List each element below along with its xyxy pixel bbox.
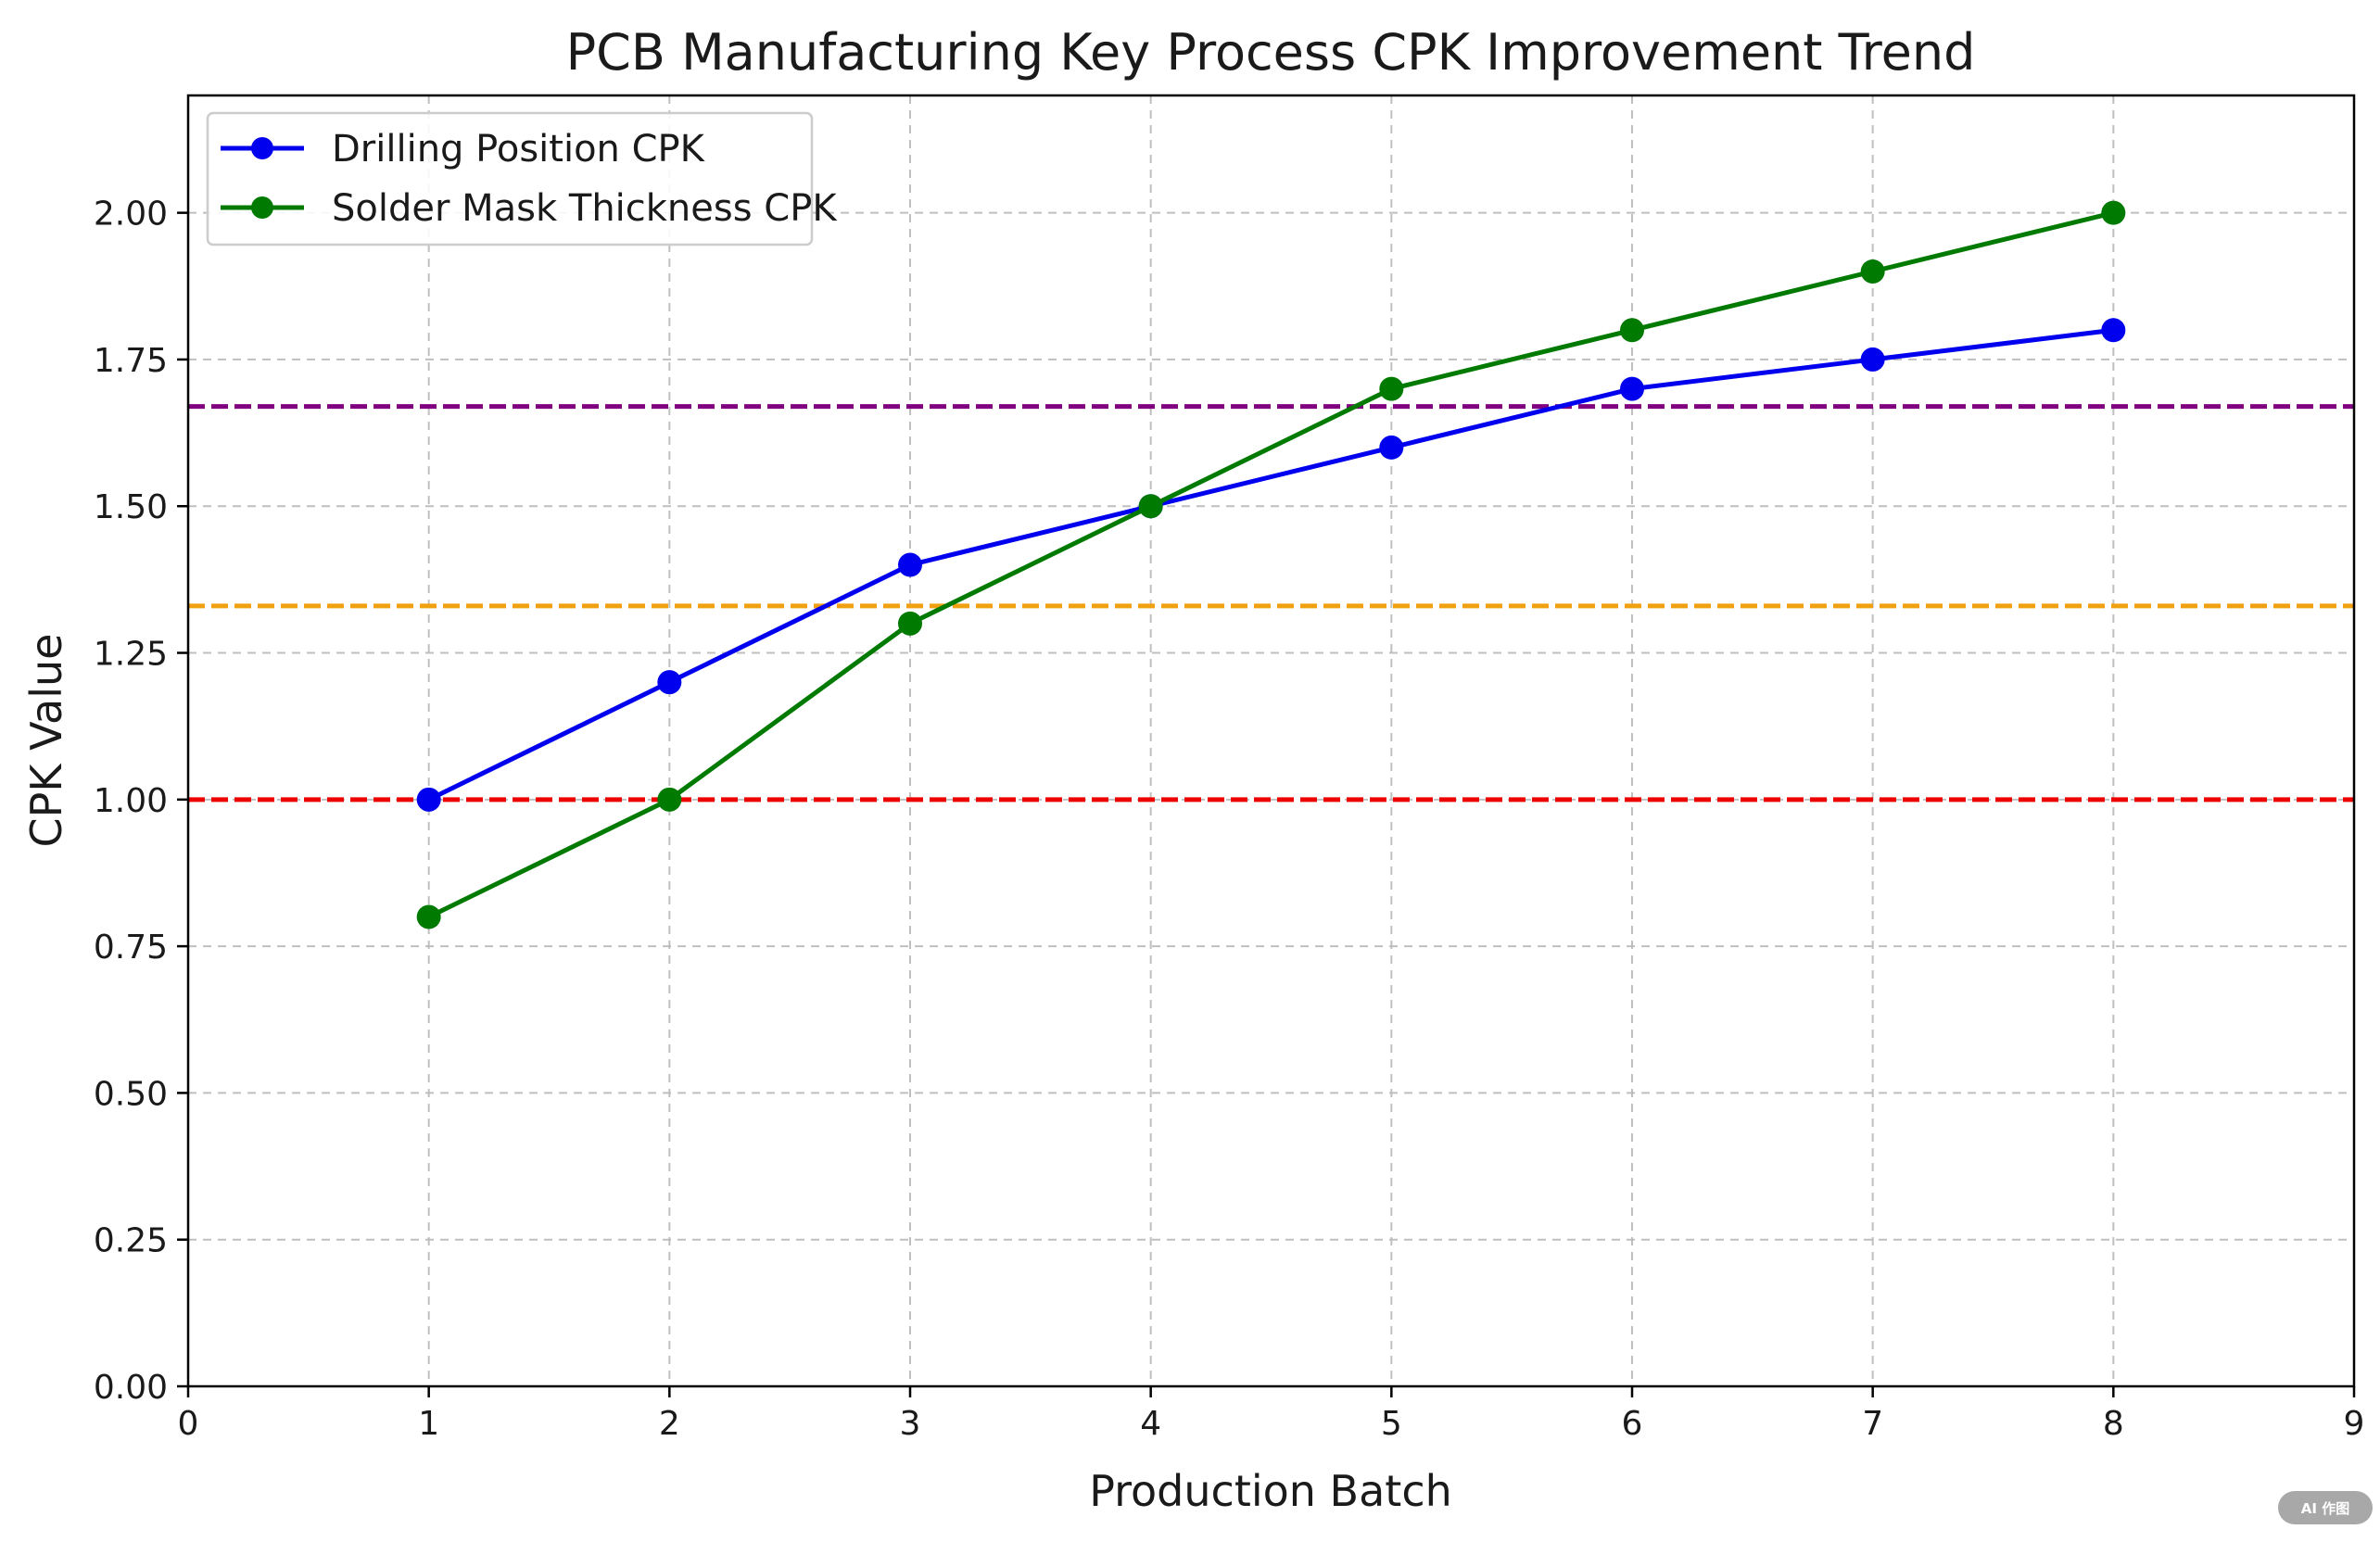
legend: Drilling Position CPK Solder Mask Thickn… bbox=[206, 111, 838, 246]
y-tick-label-5: 1.25 bbox=[94, 636, 168, 674]
x-tick-label-8: 8 bbox=[2103, 1405, 2124, 1443]
ticks-layer: 0 1 2 3 4 5 6 7 8 9 0.00 0.25 0.50 0.75 1.00 1.25 1.50 1.… bbox=[94, 196, 2365, 1443]
legend-box bbox=[206, 111, 814, 246]
x-tick-label-4: 4 bbox=[1140, 1405, 1161, 1443]
series-0-point-1 bbox=[657, 670, 682, 695]
series-0-point-7 bbox=[2101, 318, 2126, 343]
x-tick-label-9: 9 bbox=[2344, 1405, 2365, 1443]
y-tick-label-8: 2.00 bbox=[94, 196, 168, 234]
y-tick-label-1: 0.25 bbox=[94, 1222, 168, 1260]
x-tick-label-2: 2 bbox=[659, 1405, 680, 1443]
plot-frame bbox=[186, 94, 2356, 1388]
ai-badge-pill bbox=[2278, 1491, 2373, 1524]
series-1-point-3 bbox=[1138, 494, 1163, 519]
legend-marker-solder bbox=[251, 196, 273, 219]
y-tick-label-7: 1.75 bbox=[94, 342, 168, 380]
y-tick-label-2: 0.50 bbox=[94, 1075, 168, 1113]
series-1-point-0 bbox=[416, 904, 441, 929]
legend-marker-drilling bbox=[251, 137, 273, 159]
series-1-point-4 bbox=[1379, 376, 1404, 401]
x-tick-label-0: 0 bbox=[178, 1405, 199, 1443]
ai-badge: AI 作图 bbox=[2278, 1491, 2373, 1524]
x-tick-label-3: 3 bbox=[900, 1405, 921, 1443]
series-layer bbox=[416, 200, 2126, 929]
y-tick-label-3: 0.75 bbox=[94, 929, 168, 967]
x-axis-label: Production Batch bbox=[1089, 1466, 1452, 1516]
x-tick-label-6: 6 bbox=[1622, 1405, 1643, 1443]
series-line-0 bbox=[427, 327, 2114, 803]
y-tick-label-4: 1.00 bbox=[94, 782, 168, 820]
x-tick-label-5: 5 bbox=[1381, 1405, 1402, 1443]
series-1-point-7 bbox=[2101, 200, 2126, 225]
x-tick-label-7: 7 bbox=[1862, 1405, 1883, 1443]
series-0-point-5 bbox=[1620, 376, 1644, 401]
y-tick-label-0: 0.00 bbox=[94, 1369, 168, 1407]
x-tick-label-1: 1 bbox=[418, 1405, 439, 1443]
series-0-point-2 bbox=[898, 552, 922, 577]
chart-title: PCB Manufacturing Key Process CPK Improv… bbox=[566, 23, 1976, 82]
legend-label-solder: Solder Mask Thickness CPK bbox=[332, 187, 838, 230]
series-1-point-2 bbox=[898, 611, 922, 636]
series-1-point-6 bbox=[1860, 259, 1885, 284]
series-1-point-1 bbox=[657, 787, 682, 812]
y-axis-label: CPK Value bbox=[21, 634, 71, 848]
series-1-point-5 bbox=[1620, 318, 1644, 343]
series-0-point-4 bbox=[1379, 435, 1404, 460]
series-0-point-0 bbox=[416, 787, 441, 812]
series-line-1 bbox=[427, 210, 2114, 919]
series-0-point-6 bbox=[1860, 347, 1885, 372]
ai-badge-label: AI 作图 bbox=[2301, 1500, 2349, 1517]
y-tick-label-6: 1.50 bbox=[94, 488, 168, 526]
reference-lines bbox=[188, 404, 2354, 803]
legend-label-drilling: Drilling Position CPK bbox=[332, 128, 706, 171]
